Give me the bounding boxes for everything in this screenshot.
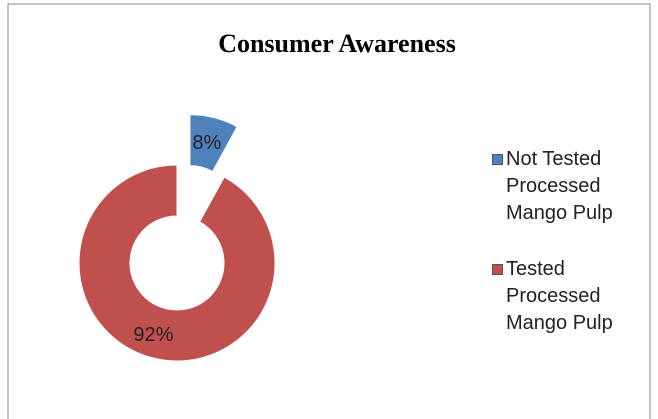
data-label: 92% [133,324,173,346]
chart-border [7,3,651,419]
legend-item: Not Tested Processed Mango Pulp [492,146,642,227]
donut-slice [189,114,238,173]
legend-swatch [492,264,503,275]
legend: Not Tested Processed Mango Pulp Tested Pr… [492,146,642,366]
legend-item: Tested Processed Mango Pulp [492,256,642,337]
legend-label: Not Tested Processed Mango Pulp [506,148,613,224]
chart-title: Consumer Awareness [218,29,456,58]
data-label: 8% [192,132,221,154]
legend-label: Tested Processed Mango Pulp [506,258,613,334]
donut-slice [78,164,276,362]
legend-swatch [492,154,503,165]
